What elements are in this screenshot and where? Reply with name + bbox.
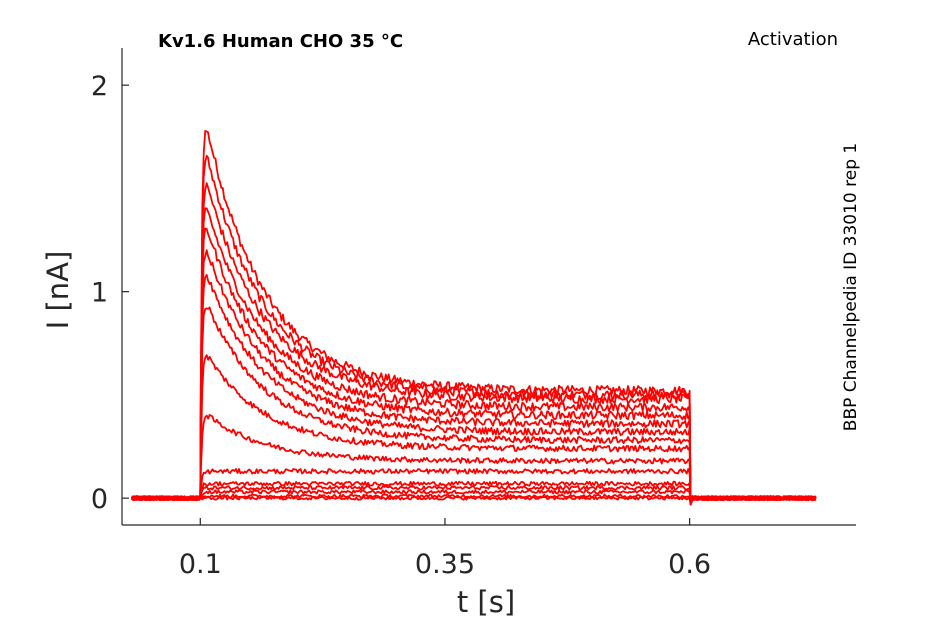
side-label: BBP Channelpedia ID 33010 rep 1: [841, 143, 861, 431]
current-trace-4: [131, 227, 817, 506]
y-tick-label: 1: [91, 278, 108, 309]
current-trace-15: [131, 495, 817, 506]
x-tick-label: 0.1: [179, 549, 222, 580]
x-axis-label: t [s]: [457, 585, 515, 619]
protocol-label: Activation: [748, 29, 838, 50]
current-trace-1: [131, 154, 817, 506]
x-tick-label: 0.6: [668, 549, 711, 580]
current-trace-10: [131, 468, 817, 506]
y-tick-label: 0: [91, 484, 108, 515]
y-axis-label: I [nA]: [41, 251, 75, 330]
current-trace-5: [130, 249, 817, 506]
current-trace-2: [131, 182, 817, 506]
x-ticks: 0.1 0.35 0.6: [179, 518, 711, 580]
x-tick-label: 0.35: [415, 549, 475, 580]
current-trace-0: [131, 130, 817, 506]
chart-title: Kv1.6 Human CHO 35 °C: [158, 31, 403, 52]
trace-group: [130, 130, 817, 506]
y-ticks: 0 1 2: [91, 71, 129, 515]
y-tick-label: 2: [91, 71, 108, 102]
